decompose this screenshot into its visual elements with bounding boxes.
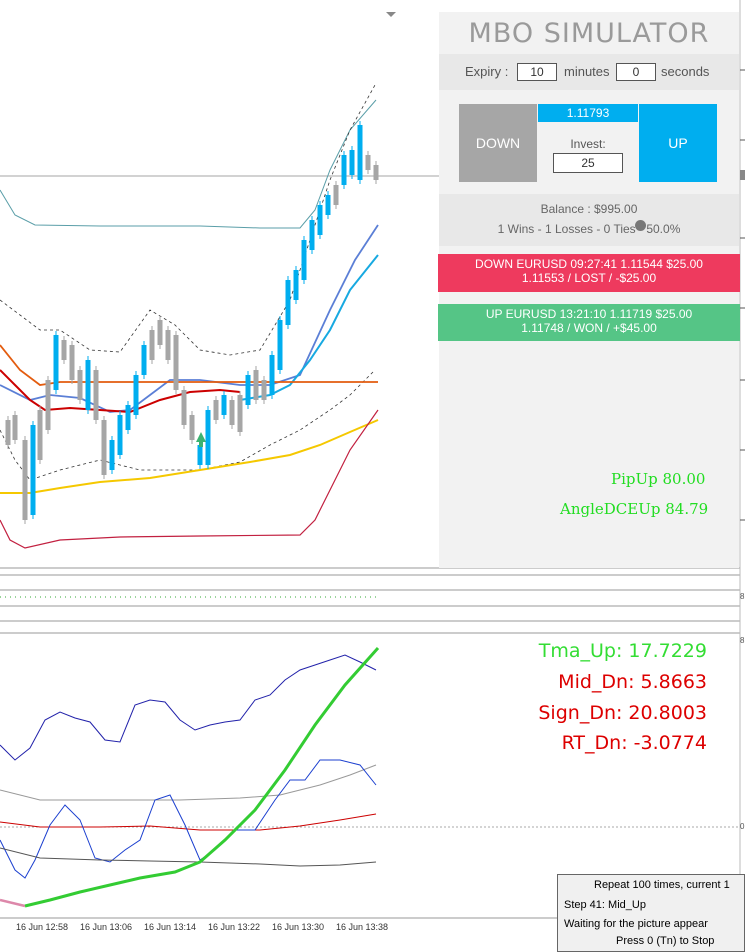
candle-body xyxy=(85,360,91,410)
candle-body xyxy=(117,415,123,455)
status-stop: Press 0 (Tn) to Stop xyxy=(616,935,715,947)
balance-text: Balance : $995.00 xyxy=(540,202,638,216)
candle-body xyxy=(157,320,163,345)
time-label: 16 Jun 13:06 xyxy=(80,922,133,932)
candle-body xyxy=(245,375,251,405)
stats-text: 1 Wins - 1 Losses - 0 Ties - 50.0% xyxy=(497,222,681,236)
candle-body xyxy=(37,410,43,460)
candle-body xyxy=(341,155,347,185)
down-button[interactable]: DOWN xyxy=(459,104,537,182)
expiry-minutes-input[interactable]: 10 xyxy=(517,63,557,81)
trade-line2: 1.11748 / WON / +$45.00 xyxy=(521,321,657,335)
seconds-label: seconds xyxy=(661,64,710,79)
candle-body xyxy=(93,370,99,420)
angle-label: AngleDCEUp 84.79 xyxy=(560,500,709,518)
up-button[interactable]: UP xyxy=(639,104,717,182)
candle-body xyxy=(261,380,267,400)
candle-body xyxy=(181,390,187,425)
cursor-dot-icon xyxy=(635,220,646,231)
status-box: Repeat 100 times, current 1 Step 41: Mid… xyxy=(557,874,745,952)
candle-body xyxy=(69,345,75,380)
sign-dn-label: Sign_Dn: 20.8003 xyxy=(538,702,707,724)
candle-body xyxy=(325,195,331,215)
candle-body xyxy=(349,150,355,175)
simulator-title: MBO SIMULATOR xyxy=(468,18,710,49)
invest-label: Invest: xyxy=(570,137,606,151)
candle-body xyxy=(221,395,227,415)
candle-body xyxy=(197,445,203,465)
candle-body xyxy=(173,335,179,390)
candle-body xyxy=(45,380,51,430)
candle-body xyxy=(77,370,83,400)
trade-row-down: DOWN EURUSD 09:27:41 1.11544 $25.00 1.11… xyxy=(438,254,740,292)
candle-body xyxy=(237,395,243,432)
candle-body xyxy=(229,400,235,425)
time-label: 16 Jun 13:22 xyxy=(208,922,261,932)
axis-mark-zero: 0 xyxy=(740,822,745,831)
candle-body xyxy=(357,125,363,180)
candle-body xyxy=(133,375,139,415)
candle-body xyxy=(12,415,18,440)
minutes-label: minutes xyxy=(564,64,610,79)
time-label: 16 Jun 13:30 xyxy=(272,922,325,932)
pipup-label: PipUp 80.00 xyxy=(611,470,706,488)
candle-body xyxy=(269,355,275,395)
balance-area: Balance : $995.00 1 Wins - 1 Losses - 0 … xyxy=(439,194,739,246)
candle-body xyxy=(373,165,379,180)
status-waiting: Waiting for the picture appear xyxy=(564,918,708,930)
axis-mark-top: 8 xyxy=(740,592,745,601)
candle-body xyxy=(101,420,107,475)
expiry-row: Expiry : 10 minutes 0 seconds xyxy=(439,54,739,90)
axis-mark-sub-top: 8 xyxy=(740,636,745,645)
rt-dn-label: RT_Dn: -3.0774 xyxy=(561,732,707,754)
trade-row-up: UP EURUSD 13:21:10 1.11719 $25.00 1.1174… xyxy=(438,304,740,341)
tma-up-label: Tma_Up: 17.7229 xyxy=(538,640,707,662)
candle-body xyxy=(317,205,323,235)
candle-body xyxy=(53,335,59,390)
candle-body xyxy=(333,185,339,205)
candle-body xyxy=(109,440,115,470)
trade-line1: UP EURUSD 13:21:10 1.11719 $25.00 xyxy=(485,307,693,321)
candle-body xyxy=(205,410,211,465)
time-label: 16 Jun 12:58 xyxy=(16,922,69,932)
expiry-seconds-input[interactable]: 0 xyxy=(616,63,656,81)
candle-body xyxy=(365,155,371,170)
candle-body xyxy=(61,340,67,360)
candle-body xyxy=(277,320,283,370)
candle-body xyxy=(301,240,307,280)
candle-body xyxy=(285,280,291,325)
mid-dn-label: Mid_Dn: 5.8663 xyxy=(558,671,707,693)
status-repeat: Repeat 100 times, current 1 xyxy=(594,879,730,891)
invest-input[interactable]: 25 xyxy=(553,153,623,173)
status-step: Step 41: Mid_Up xyxy=(564,899,646,911)
trade-line2: 1.11553 / LOST / -$25.00 xyxy=(521,271,657,285)
candle-body xyxy=(125,405,131,430)
candle-body xyxy=(141,345,147,375)
expiry-label: Expiry : xyxy=(465,64,509,79)
candle-body xyxy=(22,440,28,520)
candle-body xyxy=(165,330,171,360)
candle-body xyxy=(30,425,36,515)
candle-body xyxy=(293,270,299,300)
candle-body xyxy=(5,420,11,445)
current-price: 1.11793 xyxy=(538,104,638,122)
candle-body xyxy=(189,415,195,440)
time-label: 16 Jun 13:38 xyxy=(336,922,389,932)
time-label: 16 Jun 13:14 xyxy=(144,922,197,932)
trade-line1: DOWN EURUSD 09:27:41 1.11544 $25.00 xyxy=(475,257,703,271)
candle-body xyxy=(213,400,219,420)
candle-body xyxy=(309,220,315,250)
candle-body xyxy=(253,370,259,400)
candle-body xyxy=(149,330,155,360)
